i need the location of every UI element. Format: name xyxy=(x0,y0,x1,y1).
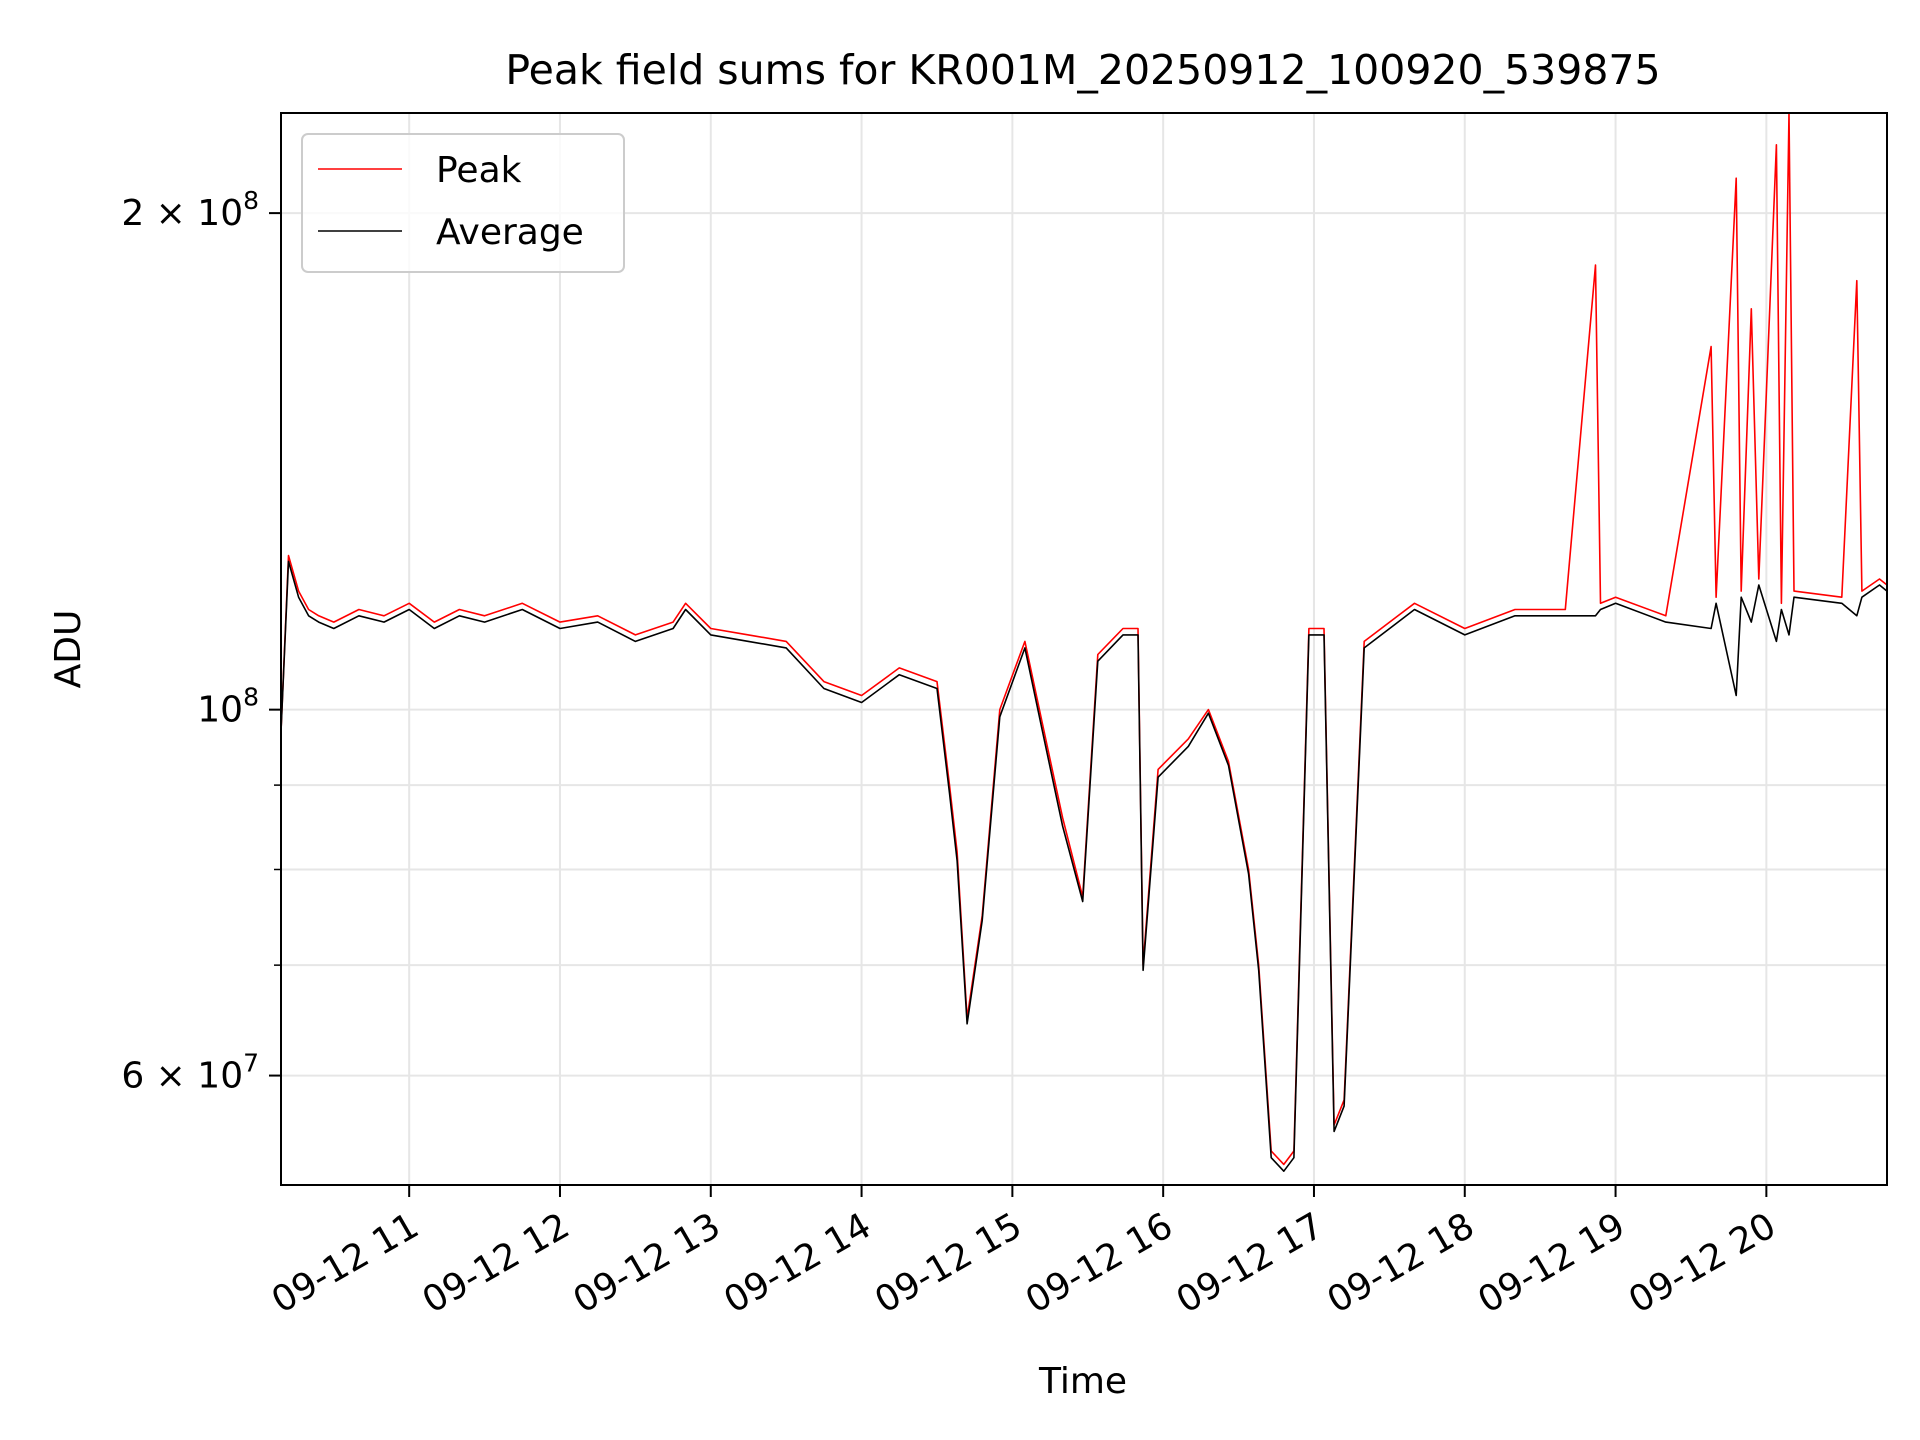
series-line-average xyxy=(280,560,1888,1172)
grid-lines xyxy=(281,113,1887,1185)
chart-title: Peak field sums for KR001M_20250912_1009… xyxy=(505,46,1660,94)
legend-label-peak: Peak xyxy=(436,150,522,191)
legend: Peak Average xyxy=(301,133,625,273)
series-layer xyxy=(280,112,1888,1172)
legend-label-average: Average xyxy=(436,212,584,253)
y-tick-label: 2 × 108 xyxy=(121,186,259,234)
y-tick-label: 108 xyxy=(197,683,259,731)
plot-frame xyxy=(280,112,1888,1186)
x-axis-label: Time xyxy=(1038,1361,1127,1402)
y-axis-ticks: 6 × 107 108 2 × 108 xyxy=(121,186,281,1097)
y-tick-label: 6 × 107 xyxy=(121,1049,259,1097)
y-axis-label: ADU xyxy=(48,610,89,689)
